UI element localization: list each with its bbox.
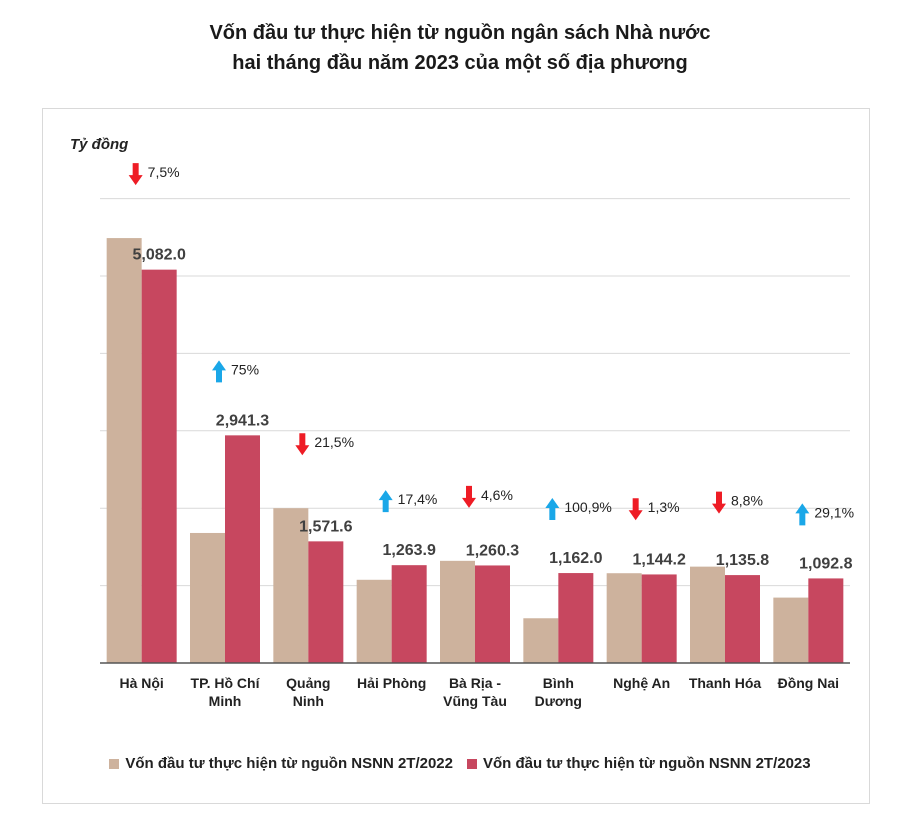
data-label-2023: 1,260.3 <box>466 542 519 559</box>
bar-2022-5 <box>523 618 559 663</box>
bar-2022-0 <box>106 238 142 663</box>
legend-label-2022: Vốn đầu tư thực hiện từ nguồn NSNN 2T/20… <box>125 755 453 772</box>
legend-swatch-2022 <box>109 758 120 769</box>
data-label-2023: 1,144.2 <box>632 551 685 568</box>
change-arrow-up-icon <box>545 498 560 521</box>
data-label-2023: 5,082.0 <box>132 247 185 264</box>
bar-2023-6 <box>641 574 677 663</box>
change-arrow-down-icon <box>295 433 310 456</box>
change-label: 21,5% <box>314 434 354 450</box>
chart-title-line2: hai tháng đầu năm 2023 của một số địa ph… <box>232 52 688 74</box>
x-tick-label: Dương <box>535 693 582 709</box>
change-label: 1,3% <box>648 499 680 515</box>
change-arrow-up-icon <box>378 490 393 513</box>
bar-2023-5 <box>558 573 594 663</box>
bar-2022-6 <box>606 573 642 663</box>
bar-2023-7 <box>725 575 760 663</box>
x-tick-label: Bình <box>543 675 574 691</box>
bar-2023-1 <box>225 435 260 663</box>
change-arrow-up-icon <box>795 503 810 526</box>
x-tick-label: Bà Rịa - <box>449 675 501 691</box>
chart-title: Vốn đầu tư thực hiện từ nguồn ngân sách … <box>0 18 920 78</box>
legend-item-2023: Vốn đầu tư thực hiện từ nguồn NSNN 2T/20… <box>467 755 811 772</box>
change-label: 75% <box>231 361 259 377</box>
change-arrow-down-icon <box>628 498 643 521</box>
data-label-2023: 2,941.3 <box>216 412 269 429</box>
change-arrow-up-icon <box>212 360 226 383</box>
bar-2022-7 <box>690 566 725 663</box>
y-axis-unit-label: Tỷ đồng <box>70 136 129 153</box>
change-arrow-down-icon <box>712 491 726 514</box>
bar-2023-8 <box>808 578 844 663</box>
change-arrow-down-icon <box>128 163 143 186</box>
bar-2023-2 <box>308 541 344 663</box>
data-label-2023: 1,162.0 <box>549 550 602 567</box>
change-label: 17,4% <box>398 491 438 507</box>
change-label: 29,1% <box>814 504 854 520</box>
legend-swatch-2023 <box>467 758 477 769</box>
bar-2023-3 <box>391 565 427 663</box>
bar-2022-4 <box>440 560 475 663</box>
x-tick-label: Ninh <box>293 693 324 709</box>
legend-label-2023: Vốn đầu tư thực hiện từ nguồn NSNN 2T/20… <box>483 755 811 772</box>
change-label: 7,5% <box>148 164 180 180</box>
bar-2022-8 <box>773 597 809 663</box>
x-tick-label: TP. Hồ Chí <box>191 675 261 691</box>
bar-2023-0 <box>141 269 177 663</box>
data-label-2023: 1,092.8 <box>799 555 852 572</box>
data-label-2023: 1,571.6 <box>299 518 352 535</box>
bar-2022-1 <box>190 532 225 663</box>
bar-2023-4 <box>475 565 510 663</box>
x-tick-label: Hải Phòng <box>357 675 426 691</box>
bar-2022-3 <box>356 579 392 663</box>
change-label: 4,6% <box>481 487 513 503</box>
bar-2022-2 <box>273 508 309 663</box>
chart-title-line1: Vốn đầu tư thực hiện từ nguồn ngân sách … <box>209 22 711 44</box>
x-tick-label: Vũng Tàu <box>443 693 507 709</box>
x-tick-label: Hà Nội <box>119 675 163 691</box>
chart-frame <box>42 108 870 804</box>
x-tick-label: Minh <box>209 693 242 709</box>
legend: Vốn đầu tư thực hiện từ nguồn NSNN 2T/20… <box>0 755 920 772</box>
x-tick-label: Đồng Nai <box>778 675 839 691</box>
data-label-2023: 1,263.9 <box>382 542 435 559</box>
change-label: 100,9% <box>564 499 611 515</box>
x-tick-label: Quảng <box>286 675 330 691</box>
change-label: 8,8% <box>731 493 763 509</box>
x-tick-label: Thanh Hóa <box>689 675 762 691</box>
legend-item-2022: Vốn đầu tư thực hiện từ nguồn NSNN 2T/20… <box>109 755 453 772</box>
x-tick-label: Nghệ An <box>613 675 670 691</box>
change-arrow-down-icon <box>462 485 476 508</box>
data-label-2023: 1,135.8 <box>716 552 769 569</box>
